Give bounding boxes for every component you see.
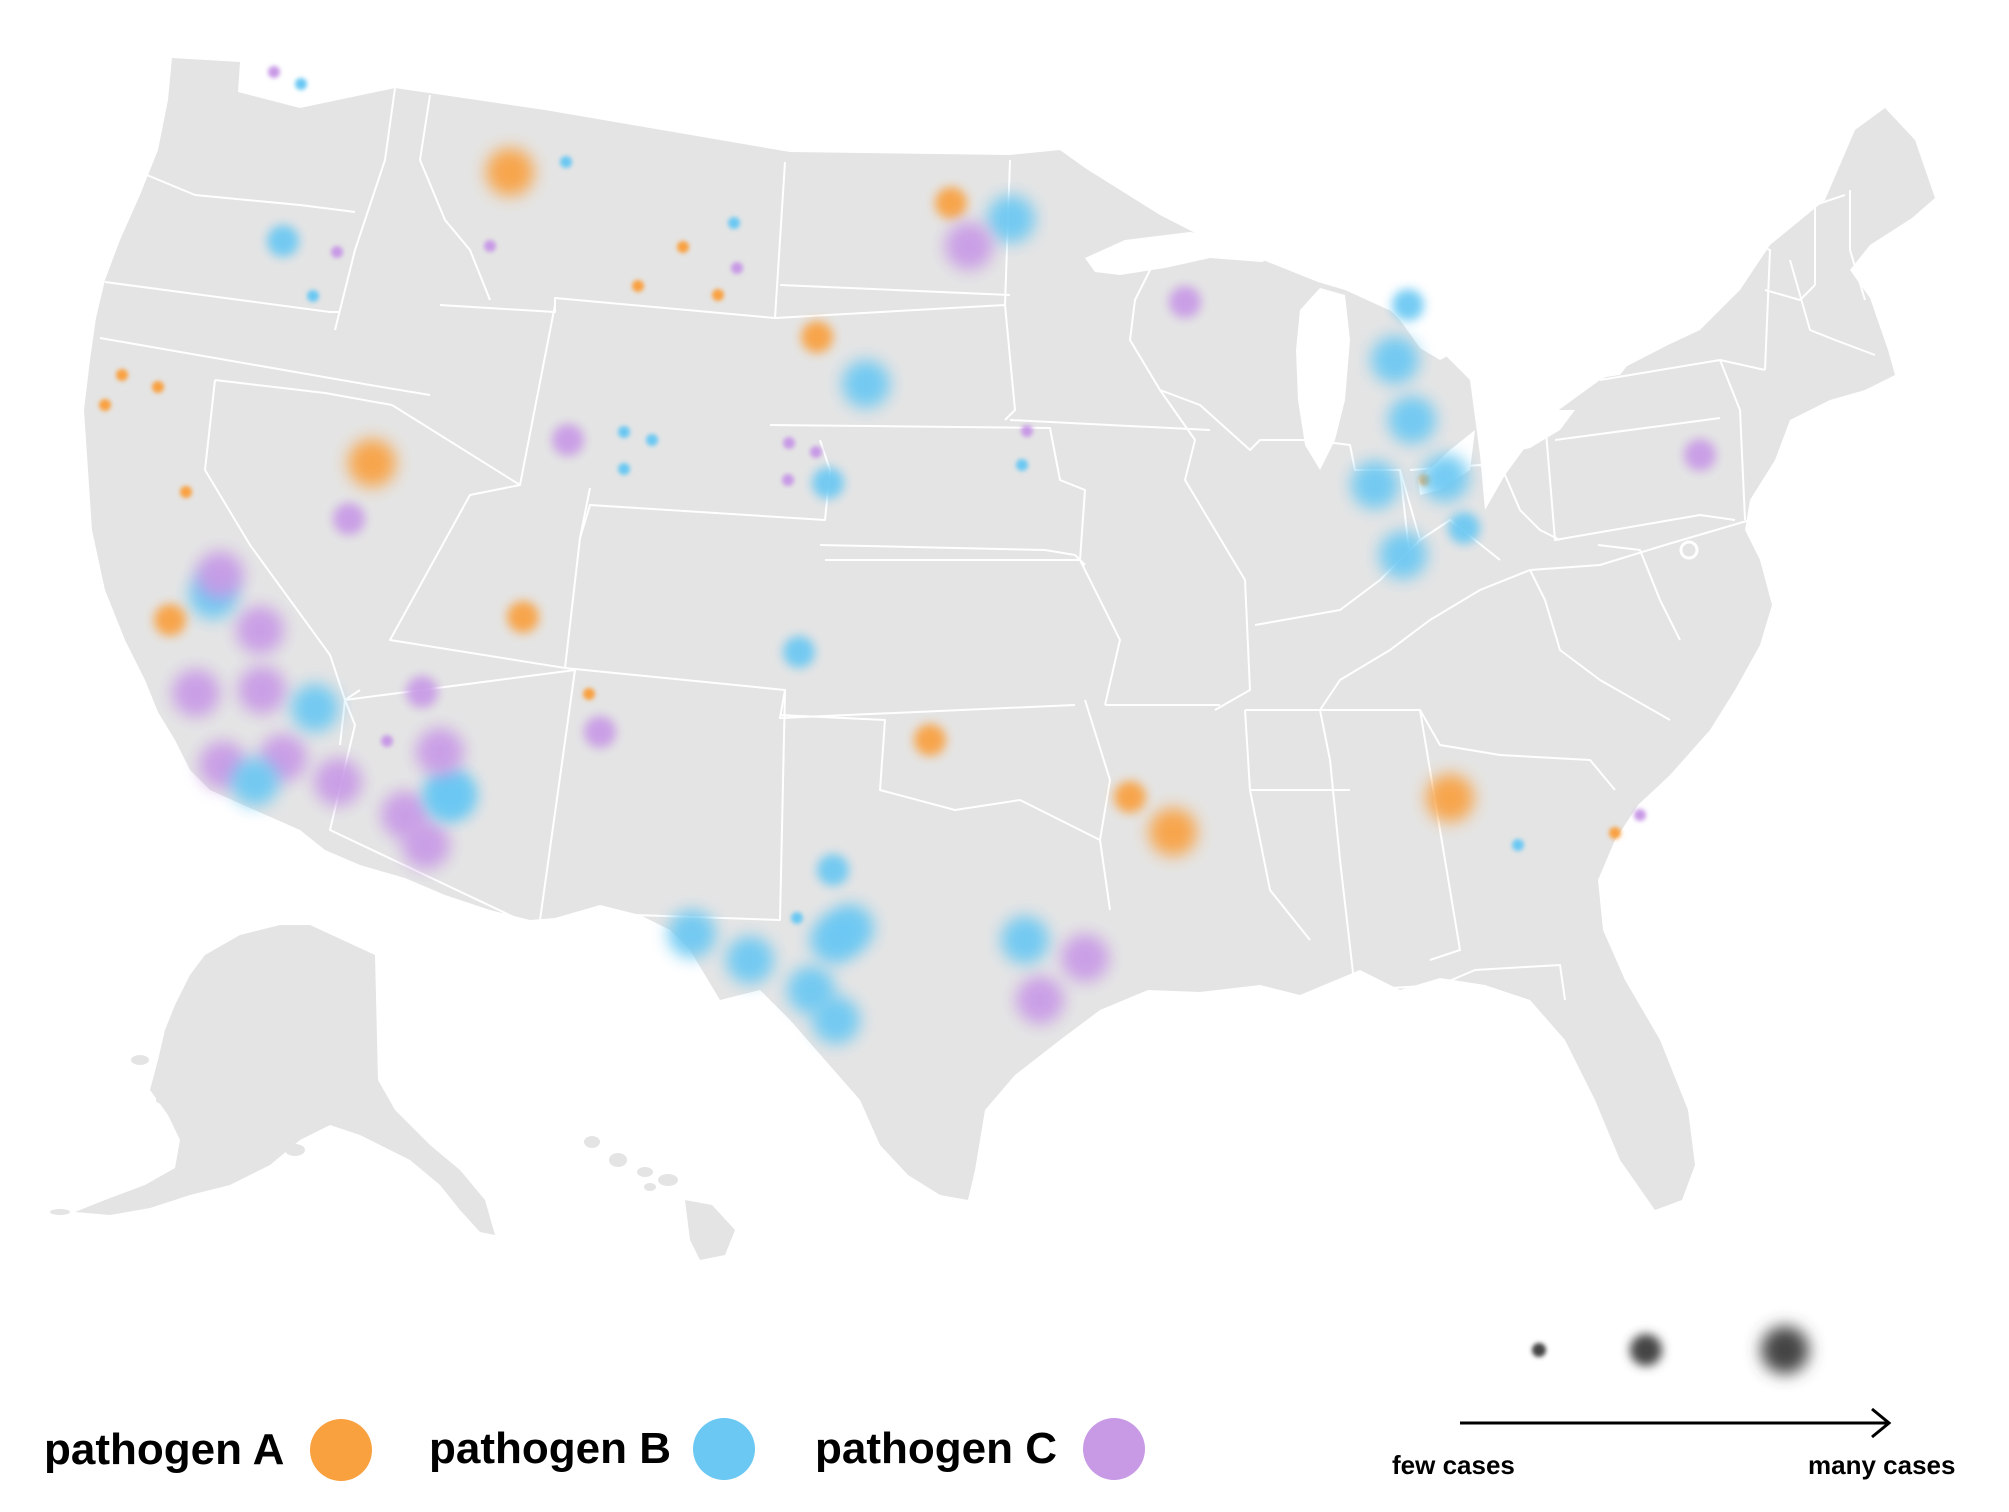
cluster-dot-extra — [731, 262, 743, 274]
scale-dot-large — [1761, 1326, 1809, 1374]
cluster-dot-extra — [406, 676, 438, 708]
legend-pathogen-a: pathogen A — [44, 1419, 373, 1481]
cluster-dot-pathogen-b — [1371, 336, 1419, 384]
scale-arrow-head — [1871, 1407, 1892, 1439]
cluster-dot-extra — [238, 666, 286, 714]
cluster-dot-extra — [1388, 396, 1436, 444]
cluster-dot-pathogen-a — [935, 187, 967, 219]
cluster-dot-extra — [618, 463, 630, 475]
cluster-dot-pathogen-b — [291, 684, 339, 732]
legend-label-b: pathogen B — [429, 1424, 671, 1473]
cluster-dot-extra — [791, 912, 803, 924]
cluster-dot-pathogen-b — [783, 636, 815, 668]
cluster-dot-pathogen-b — [812, 467, 844, 499]
legend-swatch-a — [310, 1419, 373, 1481]
cluster-dot-extra — [295, 78, 307, 90]
cluster-dot-extra — [812, 996, 860, 1044]
cluster-dot-extra — [1421, 454, 1469, 502]
cluster-dot-extra — [1016, 459, 1028, 471]
scale-dot-small — [1532, 1343, 1546, 1357]
cluster-dot-extra — [381, 735, 393, 747]
cluster-dot-pathogen-b — [1448, 512, 1480, 544]
cluster-dot-extra — [817, 854, 849, 886]
cluster-dot-extra — [402, 821, 450, 869]
cluster-dot-pathogen-a — [348, 439, 396, 487]
cluster-dot-pathogen-c — [196, 551, 244, 599]
case-clusters — [99, 66, 1716, 1044]
alaska-islands — [50, 1055, 305, 1215]
many-cases-label: many cases — [1808, 1450, 1956, 1480]
cluster-dot-extra — [1609, 827, 1621, 839]
dc-marker — [1679, 540, 1699, 560]
cluster-dot-pathogen-c — [552, 424, 584, 456]
cluster-dot-pathogen-b — [426, 771, 474, 819]
cluster-dot-extra — [1634, 809, 1646, 821]
cluster-dot-extra — [314, 758, 362, 806]
cluster-dot-pathogen-c — [584, 716, 616, 748]
cluster-dot-pathogen-b — [1379, 531, 1427, 579]
alaska-landmass — [75, 925, 495, 1235]
cluster-dot-extra — [484, 240, 496, 252]
cluster-dot-pathogen-b — [810, 916, 858, 964]
cluster-dot-extra — [172, 669, 220, 717]
cluster-dot-pathogen-c — [333, 503, 365, 535]
cluster-dot-pathogen-a — [1149, 808, 1197, 856]
cluster-dot-extra — [1021, 425, 1033, 437]
cluster-dot-extra — [1016, 976, 1064, 1024]
legend-swatch-c — [1082, 1418, 1145, 1480]
cluster-dot-extra — [236, 606, 284, 654]
cluster-dot-extra — [618, 426, 630, 438]
cluster-dot-extra — [307, 290, 319, 302]
legend-pathogen-b: pathogen B — [429, 1418, 755, 1480]
legend-label-a: pathogen A — [44, 1425, 285, 1474]
cluster-dot-pathogen-b — [987, 195, 1035, 243]
legend-swatch-b — [692, 1418, 755, 1480]
cluster-dot-extra — [726, 936, 774, 984]
cluster-dot-extra — [1351, 461, 1399, 509]
cluster-dot-pathogen-c — [945, 222, 993, 270]
cluster-dot-pathogen-a — [154, 604, 186, 636]
cluster-dot-extra — [646, 434, 658, 446]
cluster-dot-pathogen-b — [842, 360, 890, 408]
cluster-dot-extra — [783, 437, 795, 449]
hawaii-islands — [584, 1136, 735, 1260]
cluster-dot-pathogen-b — [668, 910, 716, 958]
cluster-dot-extra — [231, 758, 279, 806]
legend-label-c: pathogen C — [815, 1424, 1057, 1473]
cluster-dot-pathogen-a — [1426, 774, 1474, 822]
cluster-dot-pathogen-a — [486, 148, 534, 196]
legend-pathogen-c: pathogen C — [815, 1418, 1145, 1480]
cluster-dot-pathogen-c — [1684, 439, 1716, 471]
cluster-dot-pathogen-a — [914, 724, 946, 756]
cluster-dot-extra — [560, 156, 572, 168]
cluster-dot-extra — [782, 474, 794, 486]
cluster-dot-pathogen-c — [1061, 934, 1109, 982]
cluster-dot-extra — [331, 246, 343, 258]
cluster-dot-extra — [583, 688, 595, 700]
cluster-dot-extra — [152, 381, 164, 393]
cluster-dot-pathogen-a — [801, 321, 833, 353]
cluster-dot-extra — [180, 486, 192, 498]
size-scale — [1460, 1326, 1892, 1439]
scale-dot-medium — [1630, 1334, 1662, 1366]
state-borders — [99, 87, 1876, 1001]
cluster-dot-pathogen-c — [416, 728, 464, 776]
cluster-dot-extra — [712, 289, 724, 301]
cluster-dot-pathogen-c — [1169, 286, 1201, 318]
cluster-dot-extra — [1392, 289, 1424, 321]
cluster-dot-extra — [116, 369, 128, 381]
cluster-dot-extra — [99, 399, 111, 411]
cluster-dot-pathogen-a — [507, 601, 539, 633]
cluster-dot-extra — [677, 241, 689, 253]
cluster-dot-extra — [1512, 839, 1524, 851]
cluster-dot-extra — [810, 446, 822, 458]
few-cases-label: few cases — [1392, 1450, 1515, 1480]
cluster-dot-extra — [728, 217, 740, 229]
cluster-dot-extra — [632, 280, 644, 292]
cluster-dot-pathogen-a — [1114, 781, 1146, 813]
cluster-dot-pathogen-b — [267, 225, 299, 257]
cluster-dot-pathogen-b — [1001, 916, 1049, 964]
cluster-dot-extra — [268, 66, 280, 78]
